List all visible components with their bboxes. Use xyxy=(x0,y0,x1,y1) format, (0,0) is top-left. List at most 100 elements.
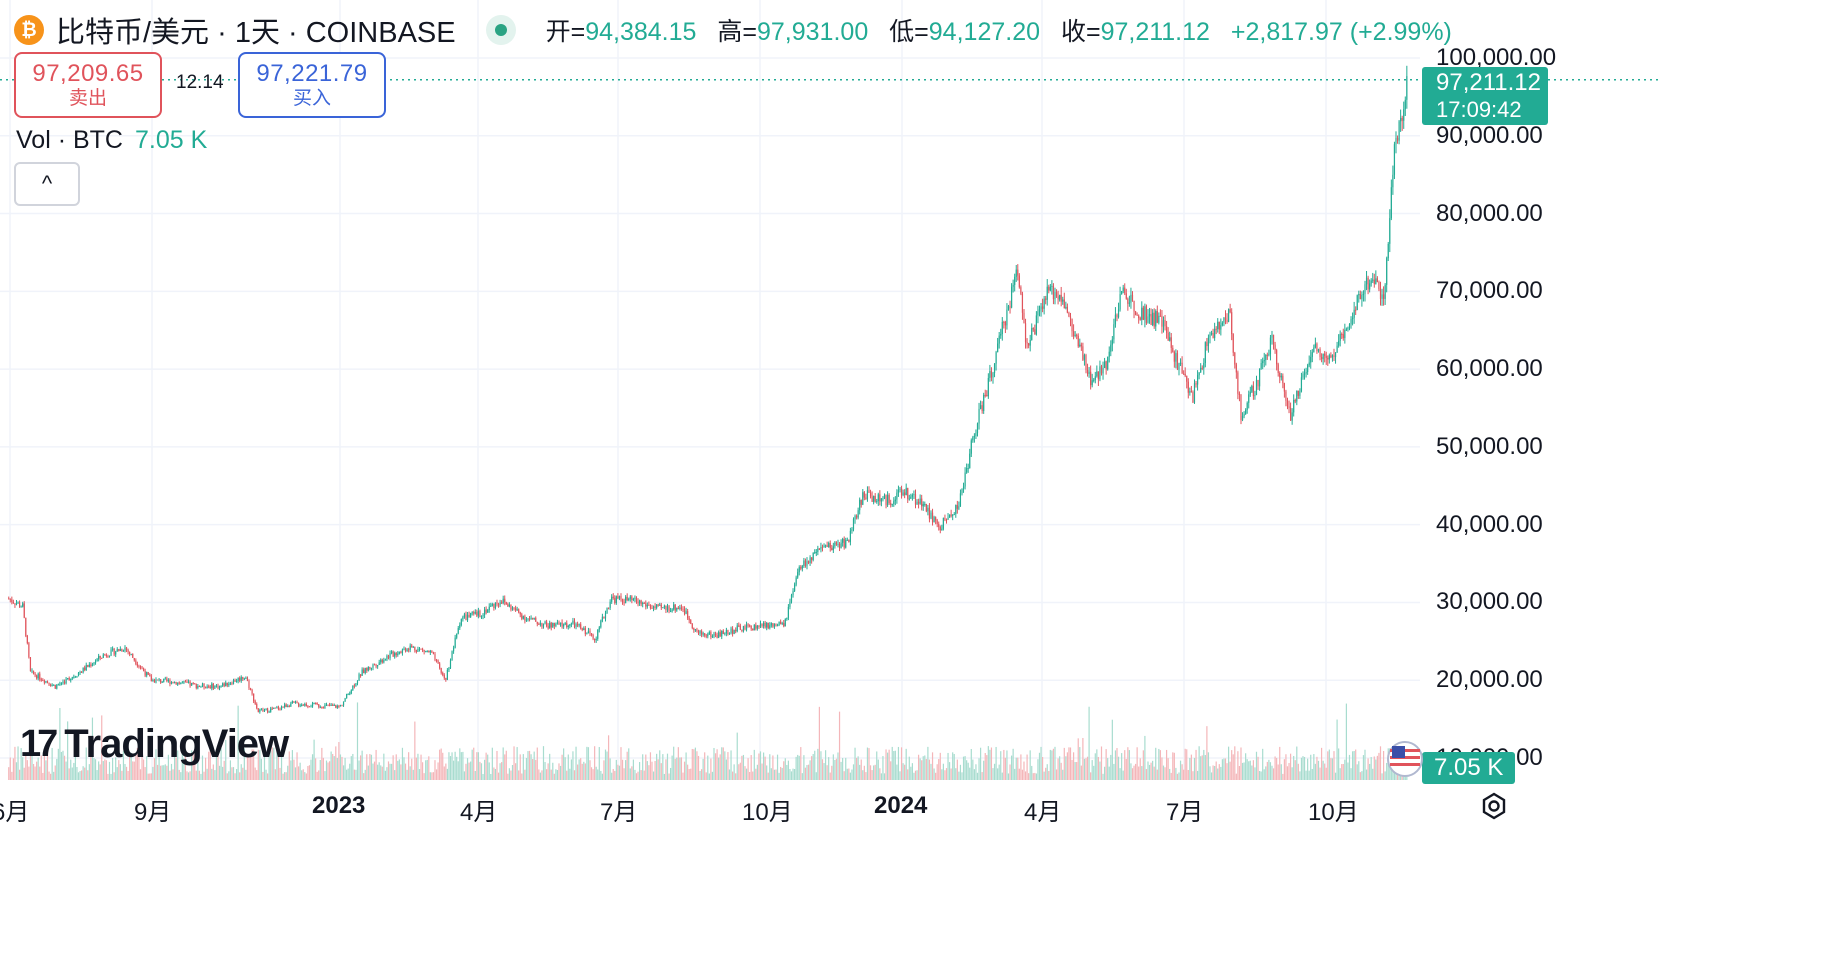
volume-bar xyxy=(1015,757,1017,780)
volume-bar xyxy=(550,769,552,780)
volume-bar xyxy=(240,764,242,780)
candle-body xyxy=(1348,324,1351,328)
candle-body xyxy=(1286,400,1289,407)
volume-legend[interactable]: Vol · BTC 7.05 K xyxy=(16,126,207,155)
candle-body xyxy=(240,677,242,681)
candle-body xyxy=(693,628,695,630)
candle-body xyxy=(704,633,706,636)
volume-bar xyxy=(133,761,135,780)
volume-bar xyxy=(964,756,966,780)
candle-body xyxy=(561,622,563,627)
candle-body xyxy=(42,680,44,682)
candle-body xyxy=(828,543,830,548)
volume-bar xyxy=(349,763,351,780)
volume-bar xyxy=(73,762,75,780)
collapse-legend-button[interactable]: ^ xyxy=(14,162,80,206)
gear-icon xyxy=(1482,792,1506,820)
candle-body xyxy=(660,604,662,608)
candle-body xyxy=(287,706,289,708)
volume-bar xyxy=(575,746,577,780)
volume-bar xyxy=(745,768,748,780)
candle-body xyxy=(1099,366,1101,380)
volume-bar xyxy=(1086,756,1089,780)
candle-body xyxy=(9,598,11,600)
last-price-value: 97,211.12 xyxy=(1436,69,1541,96)
candle-body xyxy=(1190,391,1192,393)
volume-bar xyxy=(1217,768,1219,780)
volume-bar xyxy=(443,766,445,780)
volume-bar xyxy=(883,773,886,780)
candle-body xyxy=(716,635,718,638)
volume-bar xyxy=(542,746,545,780)
volume-bar xyxy=(924,755,926,780)
candle-body xyxy=(449,660,452,669)
candle-body xyxy=(700,630,703,635)
volume-bar xyxy=(296,752,298,780)
candle-body xyxy=(905,487,907,495)
candle-body xyxy=(115,651,117,655)
volume-bar xyxy=(626,751,628,780)
candle-body xyxy=(871,496,873,502)
candle-body xyxy=(440,668,442,673)
candle-body xyxy=(1359,294,1361,300)
volume-bar xyxy=(1376,755,1378,780)
volume-bar xyxy=(406,769,408,780)
candle-body xyxy=(694,629,696,631)
candle-body xyxy=(17,602,19,604)
volume-bar xyxy=(1359,772,1361,780)
volume-bar xyxy=(823,763,825,780)
candle-body xyxy=(623,602,625,604)
volume-bar xyxy=(594,746,596,780)
volume-bar xyxy=(121,770,123,780)
candle-body xyxy=(851,529,853,531)
volume-bar xyxy=(414,721,416,780)
volume-bar xyxy=(124,763,126,780)
volume-bar xyxy=(724,751,726,780)
candle-body xyxy=(569,624,571,627)
volume-bar xyxy=(1313,754,1315,780)
symbol-title[interactable]: 比特币/美元 · 1天 · COINBASE xyxy=(56,17,456,49)
candle-body xyxy=(85,665,87,671)
candle-body xyxy=(254,701,256,705)
volume-bar xyxy=(502,747,504,780)
volume-bar xyxy=(637,771,639,780)
volume-bar xyxy=(102,761,104,780)
volume-bar xyxy=(1384,771,1386,780)
candle-body xyxy=(545,621,548,626)
market-open-dot-icon[interactable] xyxy=(485,15,516,45)
candle-body xyxy=(57,684,59,686)
volume-bar xyxy=(731,771,734,780)
candle-body xyxy=(43,680,45,683)
candle-body xyxy=(249,688,252,690)
volume-bar xyxy=(359,755,362,780)
candle-body xyxy=(315,702,317,704)
candle-body xyxy=(1125,293,1127,299)
candle-body xyxy=(556,622,559,624)
volume-bar xyxy=(976,772,979,780)
volume-bar xyxy=(899,771,901,780)
chart-settings-button[interactable] xyxy=(1474,786,1514,826)
candle-body xyxy=(48,682,50,685)
candle-body xyxy=(39,673,41,680)
volume-bar xyxy=(800,747,802,780)
sell-button[interactable]: 97,209.65 卖出 xyxy=(14,52,162,118)
price-tick-label: 80,000.00 xyxy=(1436,199,1543,227)
candle-body xyxy=(1145,306,1148,323)
volume-bar xyxy=(511,765,514,780)
volume-bar xyxy=(434,760,436,780)
volume-bar xyxy=(1254,767,1256,780)
volume-bar xyxy=(1198,746,1200,780)
volume-bar xyxy=(187,772,190,780)
volume-bar xyxy=(1348,754,1351,780)
candle-body xyxy=(564,622,566,625)
candle-body xyxy=(573,620,576,627)
candle-body xyxy=(392,651,394,657)
buy-button[interactable]: 97,221.79 买入 xyxy=(238,52,386,118)
volume-bar xyxy=(316,771,318,780)
volume-bar xyxy=(922,756,924,780)
candle-body xyxy=(770,623,772,626)
tradingview-logo[interactable]: 17 TradingView xyxy=(20,722,289,767)
candle-body xyxy=(1113,324,1115,340)
candle-body xyxy=(553,622,555,627)
